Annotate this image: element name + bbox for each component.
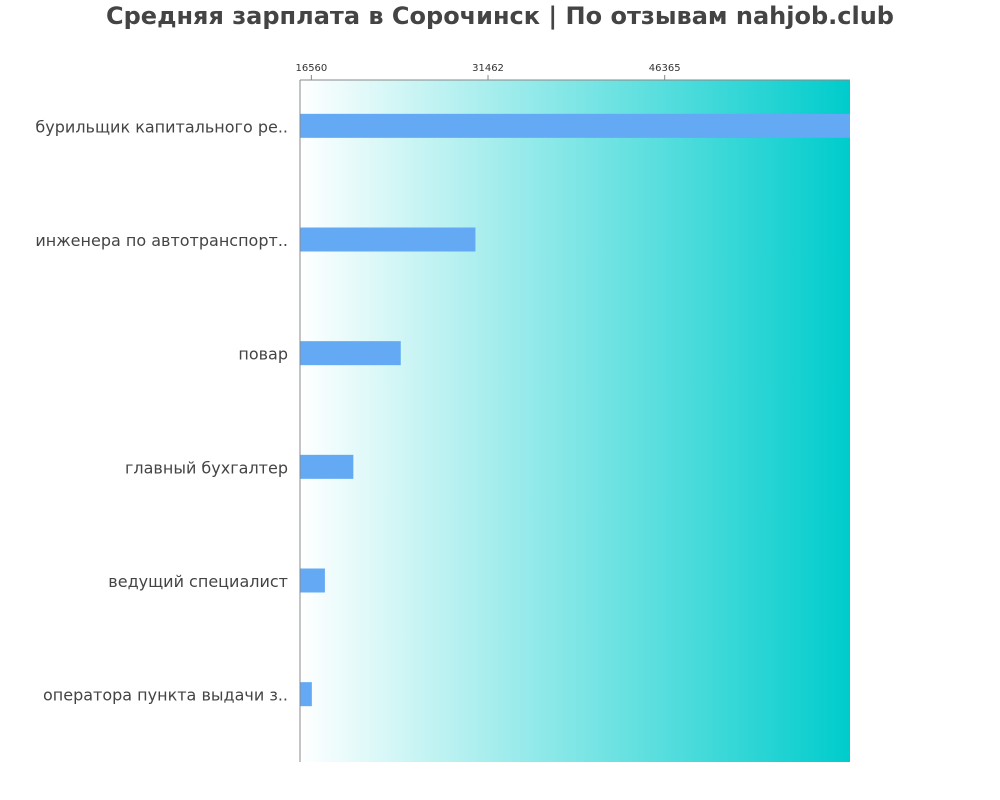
bar	[300, 682, 312, 707]
bar	[300, 568, 325, 593]
x-tick-label: 16560	[295, 63, 327, 74]
category-label: бурильщик капитального ре..	[35, 117, 288, 136]
x-tick-label: 31462	[472, 63, 504, 74]
plot-background	[300, 80, 850, 762]
category-label: повар	[238, 345, 288, 364]
bar	[300, 227, 476, 252]
bar	[300, 454, 354, 479]
category-label: ведущий специалист	[108, 572, 288, 591]
chart-title: Средняя зарплата в Сорочинск | По отзыва…	[106, 2, 894, 30]
bar	[300, 341, 401, 366]
category-label: оператора пункта выдачи з..	[43, 686, 288, 705]
bar	[300, 113, 850, 138]
category-label: главный бухгалтер	[125, 458, 288, 477]
x-tick-label: 46365	[649, 63, 681, 74]
category-label: инженера по автотранспорт..	[35, 231, 288, 250]
